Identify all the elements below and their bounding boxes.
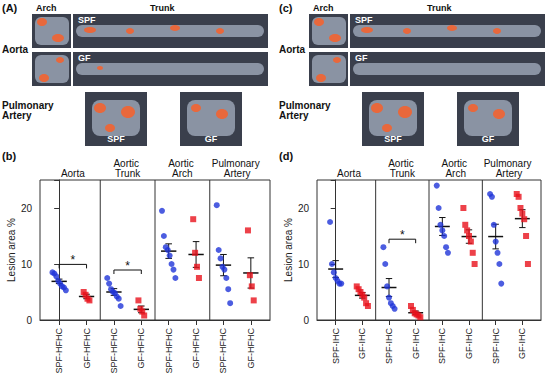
- svg-text:Aorta: Aorta: [279, 44, 306, 55]
- svg-text:Arch: Arch: [36, 3, 57, 13]
- svg-text:Trunk: Trunk: [150, 3, 175, 13]
- svg-text:(A): (A): [2, 2, 18, 14]
- svg-text:Aortic: Aortic: [388, 157, 417, 169]
- svg-text:Lesion area %: Lesion area %: [6, 218, 17, 282]
- svg-text:GF-IHC: GF-IHC: [517, 328, 527, 359]
- svg-text:Arch: Arch: [313, 3, 334, 13]
- svg-text:SPF: SPF: [355, 15, 373, 25]
- svg-text:SPF-IHC: SPF-IHC: [491, 327, 501, 364]
- svg-text:Pulmonary: Pulmonary: [279, 99, 334, 111]
- svg-text:GF-IHC: GF-IHC: [357, 328, 367, 359]
- svg-text:(b): (b): [2, 150, 16, 162]
- svg-text:Artery: Artery: [224, 168, 251, 179]
- svg-text:Aortic: Aortic: [168, 157, 197, 169]
- svg-text:GF-HFHC: GF-HFHC: [136, 328, 146, 369]
- svg-text:SPF-IHC: SPF-IHC: [331, 327, 341, 364]
- svg-text:SPF-IHC: SPF-IHC: [437, 327, 447, 364]
- svg-text:Aorta: Aorta: [337, 168, 361, 179]
- svg-text:Arch: Arch: [445, 168, 466, 179]
- svg-text:*: *: [125, 259, 130, 273]
- svg-text:20: 20: [21, 203, 33, 214]
- svg-text:SPF: SPF: [384, 134, 402, 144]
- svg-text:SPF-HFHC: SPF-HFHC: [109, 328, 119, 374]
- svg-text:GF-IHC: GF-IHC: [411, 328, 421, 359]
- svg-text:Trunk: Trunk: [390, 168, 416, 179]
- svg-text:Artery: Artery: [2, 110, 32, 121]
- svg-text:Aorta: Aorta: [2, 44, 29, 55]
- svg-text:Aorta: Aorta: [61, 168, 85, 179]
- svg-text:GF: GF: [482, 134, 495, 144]
- svg-text:Arch: Arch: [172, 168, 193, 179]
- svg-text:(c): (c): [279, 2, 293, 14]
- svg-text:(d): (d): [279, 150, 293, 162]
- svg-text:GF-HFHC: GF-HFHC: [82, 328, 92, 369]
- svg-text:10: 10: [298, 259, 310, 270]
- svg-text:SPF: SPF: [78, 15, 96, 25]
- svg-text:10: 10: [21, 259, 33, 270]
- svg-text:GF: GF: [78, 53, 91, 63]
- svg-text:Pulmonary: Pulmonary: [2, 99, 57, 111]
- svg-text:SPF: SPF: [107, 134, 125, 144]
- svg-text:Trunk: Trunk: [427, 3, 452, 13]
- svg-text:*: *: [400, 228, 405, 242]
- svg-text:SPF-IHC: SPF-IHC: [384, 327, 394, 364]
- svg-text:GF-HFHC: GF-HFHC: [191, 328, 201, 369]
- svg-text:GF-IHC: GF-IHC: [464, 328, 474, 359]
- svg-text:Pulmonary: Pulmonary: [211, 157, 263, 169]
- svg-text:Artery: Artery: [279, 110, 309, 121]
- svg-text:20: 20: [298, 203, 310, 214]
- svg-text:Trunk: Trunk: [115, 168, 141, 179]
- svg-text:SPF-HFHC: SPF-HFHC: [54, 328, 64, 374]
- svg-text:SPF-HFHC: SPF-HFHC: [218, 328, 228, 374]
- svg-text:0: 0: [303, 315, 309, 326]
- svg-text:GF: GF: [205, 134, 218, 144]
- svg-text:SPF-HFHC: SPF-HFHC: [164, 328, 174, 374]
- svg-text:GF: GF: [355, 53, 368, 63]
- svg-text:GF-HFHC: GF-HFHC: [246, 328, 256, 369]
- svg-text:Aortic: Aortic: [113, 157, 142, 169]
- svg-text:Pulmonary: Pulmonary: [483, 157, 535, 169]
- svg-text:Lesion area %: Lesion area %: [283, 218, 294, 282]
- svg-text:Aortic: Aortic: [441, 157, 470, 169]
- svg-text:*: *: [71, 253, 76, 267]
- svg-text:0: 0: [26, 315, 32, 326]
- svg-text:Artery: Artery: [496, 168, 523, 179]
